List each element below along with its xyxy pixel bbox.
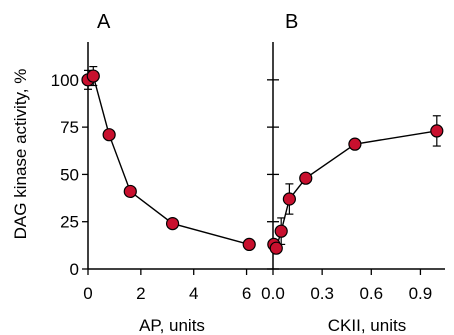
panel-a-y-tick-label: 100 <box>51 71 79 90</box>
panel-a-data-point <box>242 237 256 252</box>
panel-a-letter: A <box>97 11 111 33</box>
panel-a-x-tick-label: 4 <box>189 284 198 303</box>
y-axis-label: DAG kinase activity, % <box>11 69 30 240</box>
panel-a-data-point <box>123 184 137 199</box>
panel-b-x-tick-label: 0.9 <box>409 284 433 303</box>
panel-b-x-tick-label: 0.3 <box>310 284 334 303</box>
panel-a-data-point <box>86 69 100 83</box>
panel-b-data-point <box>299 171 313 185</box>
panel-b-data-point <box>282 192 296 206</box>
panel-a-data-point <box>102 128 116 142</box>
panel-b-data-point <box>348 137 362 151</box>
panel-a-data-point <box>165 217 180 231</box>
panel-b-x-axis-label: CKII, units <box>328 316 406 335</box>
panel-b-x-tick-label: 0.6 <box>359 284 383 303</box>
panel-b-letter: B <box>285 11 298 33</box>
panel-a-x-tick-label: 6 <box>242 284 251 303</box>
panel-a-y-tick-label: 0 <box>70 260 79 279</box>
panel-a-x-axis-label: AP, units <box>139 316 205 335</box>
panel-a-y-tick-label: 75 <box>60 118 79 137</box>
panel-a-x-tick-label: 0 <box>83 284 92 303</box>
panel-a-x-tick-label: 2 <box>136 284 145 303</box>
panel-a-y-tick-label: 25 <box>60 213 79 232</box>
panel-a-y-tick-label: 50 <box>60 165 79 184</box>
panel-a: A AP, units 0 25 50 75 100 0 2 4 6 <box>51 11 273 335</box>
panel-b-data-point <box>269 241 283 255</box>
panel-b-x-tick-label: 0.0 <box>261 284 285 303</box>
panel-b-data-point <box>274 224 288 238</box>
panel-b-data-point <box>430 124 444 138</box>
panel-b: B CKII, units 0.0 0.3 0.6 0.9 <box>261 11 445 335</box>
